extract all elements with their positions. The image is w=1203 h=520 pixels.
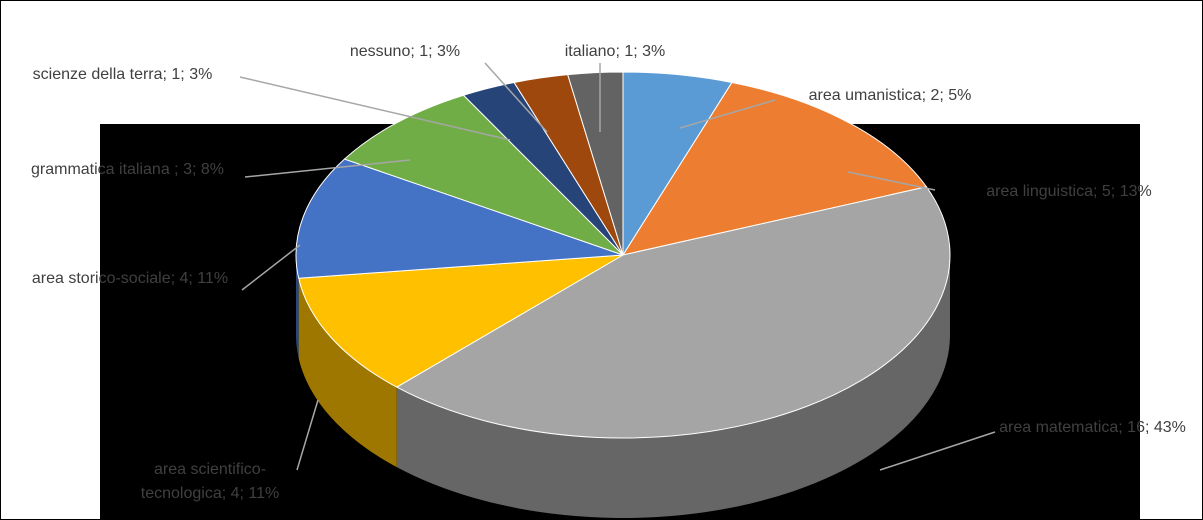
slice: [343, 94, 624, 256]
slice-top: [298, 254, 624, 388]
slice-side: [298, 278, 397, 468]
slice: [621, 81, 928, 256]
slice: [567, 71, 624, 256]
leader-line: [679, 99, 776, 129]
slice-side: [296, 255, 299, 359]
data-label: area matematica; 16; 43%: [999, 419, 1186, 436]
data-label: area scientifico-tecnologica; 4; 11%: [140, 461, 280, 502]
slice: [395, 186, 951, 518]
slice: [295, 158, 624, 359]
data-label: area storico-sociale; 4; 11%: [31, 270, 229, 287]
leader-line: [296, 399, 319, 471]
data-label: nessuno; 1; 3%: [349, 43, 461, 60]
slice-top: [621, 81, 928, 256]
data-label: italiano; 1; 3%: [564, 43, 666, 60]
slice-top: [343, 94, 624, 256]
leader-line: [879, 431, 996, 471]
leader-line: [244, 159, 411, 178]
slice-top: [395, 186, 951, 439]
leader-line: [847, 171, 936, 191]
slice-side: [396, 255, 951, 518]
data-label: grammatica italiana ; 3; 8%: [31, 161, 224, 178]
slice-top: [567, 71, 624, 256]
data-label: area linguistica; 5; 13%: [986, 183, 1152, 200]
leader-line: [484, 62, 548, 133]
slice: [298, 254, 624, 468]
data-label: area umanistica; 2; 5%: [808, 87, 972, 104]
leader-line: [241, 244, 301, 291]
leader-line: [239, 76, 511, 141]
data-label: scienze della terra; 1; 3%: [32, 66, 213, 83]
